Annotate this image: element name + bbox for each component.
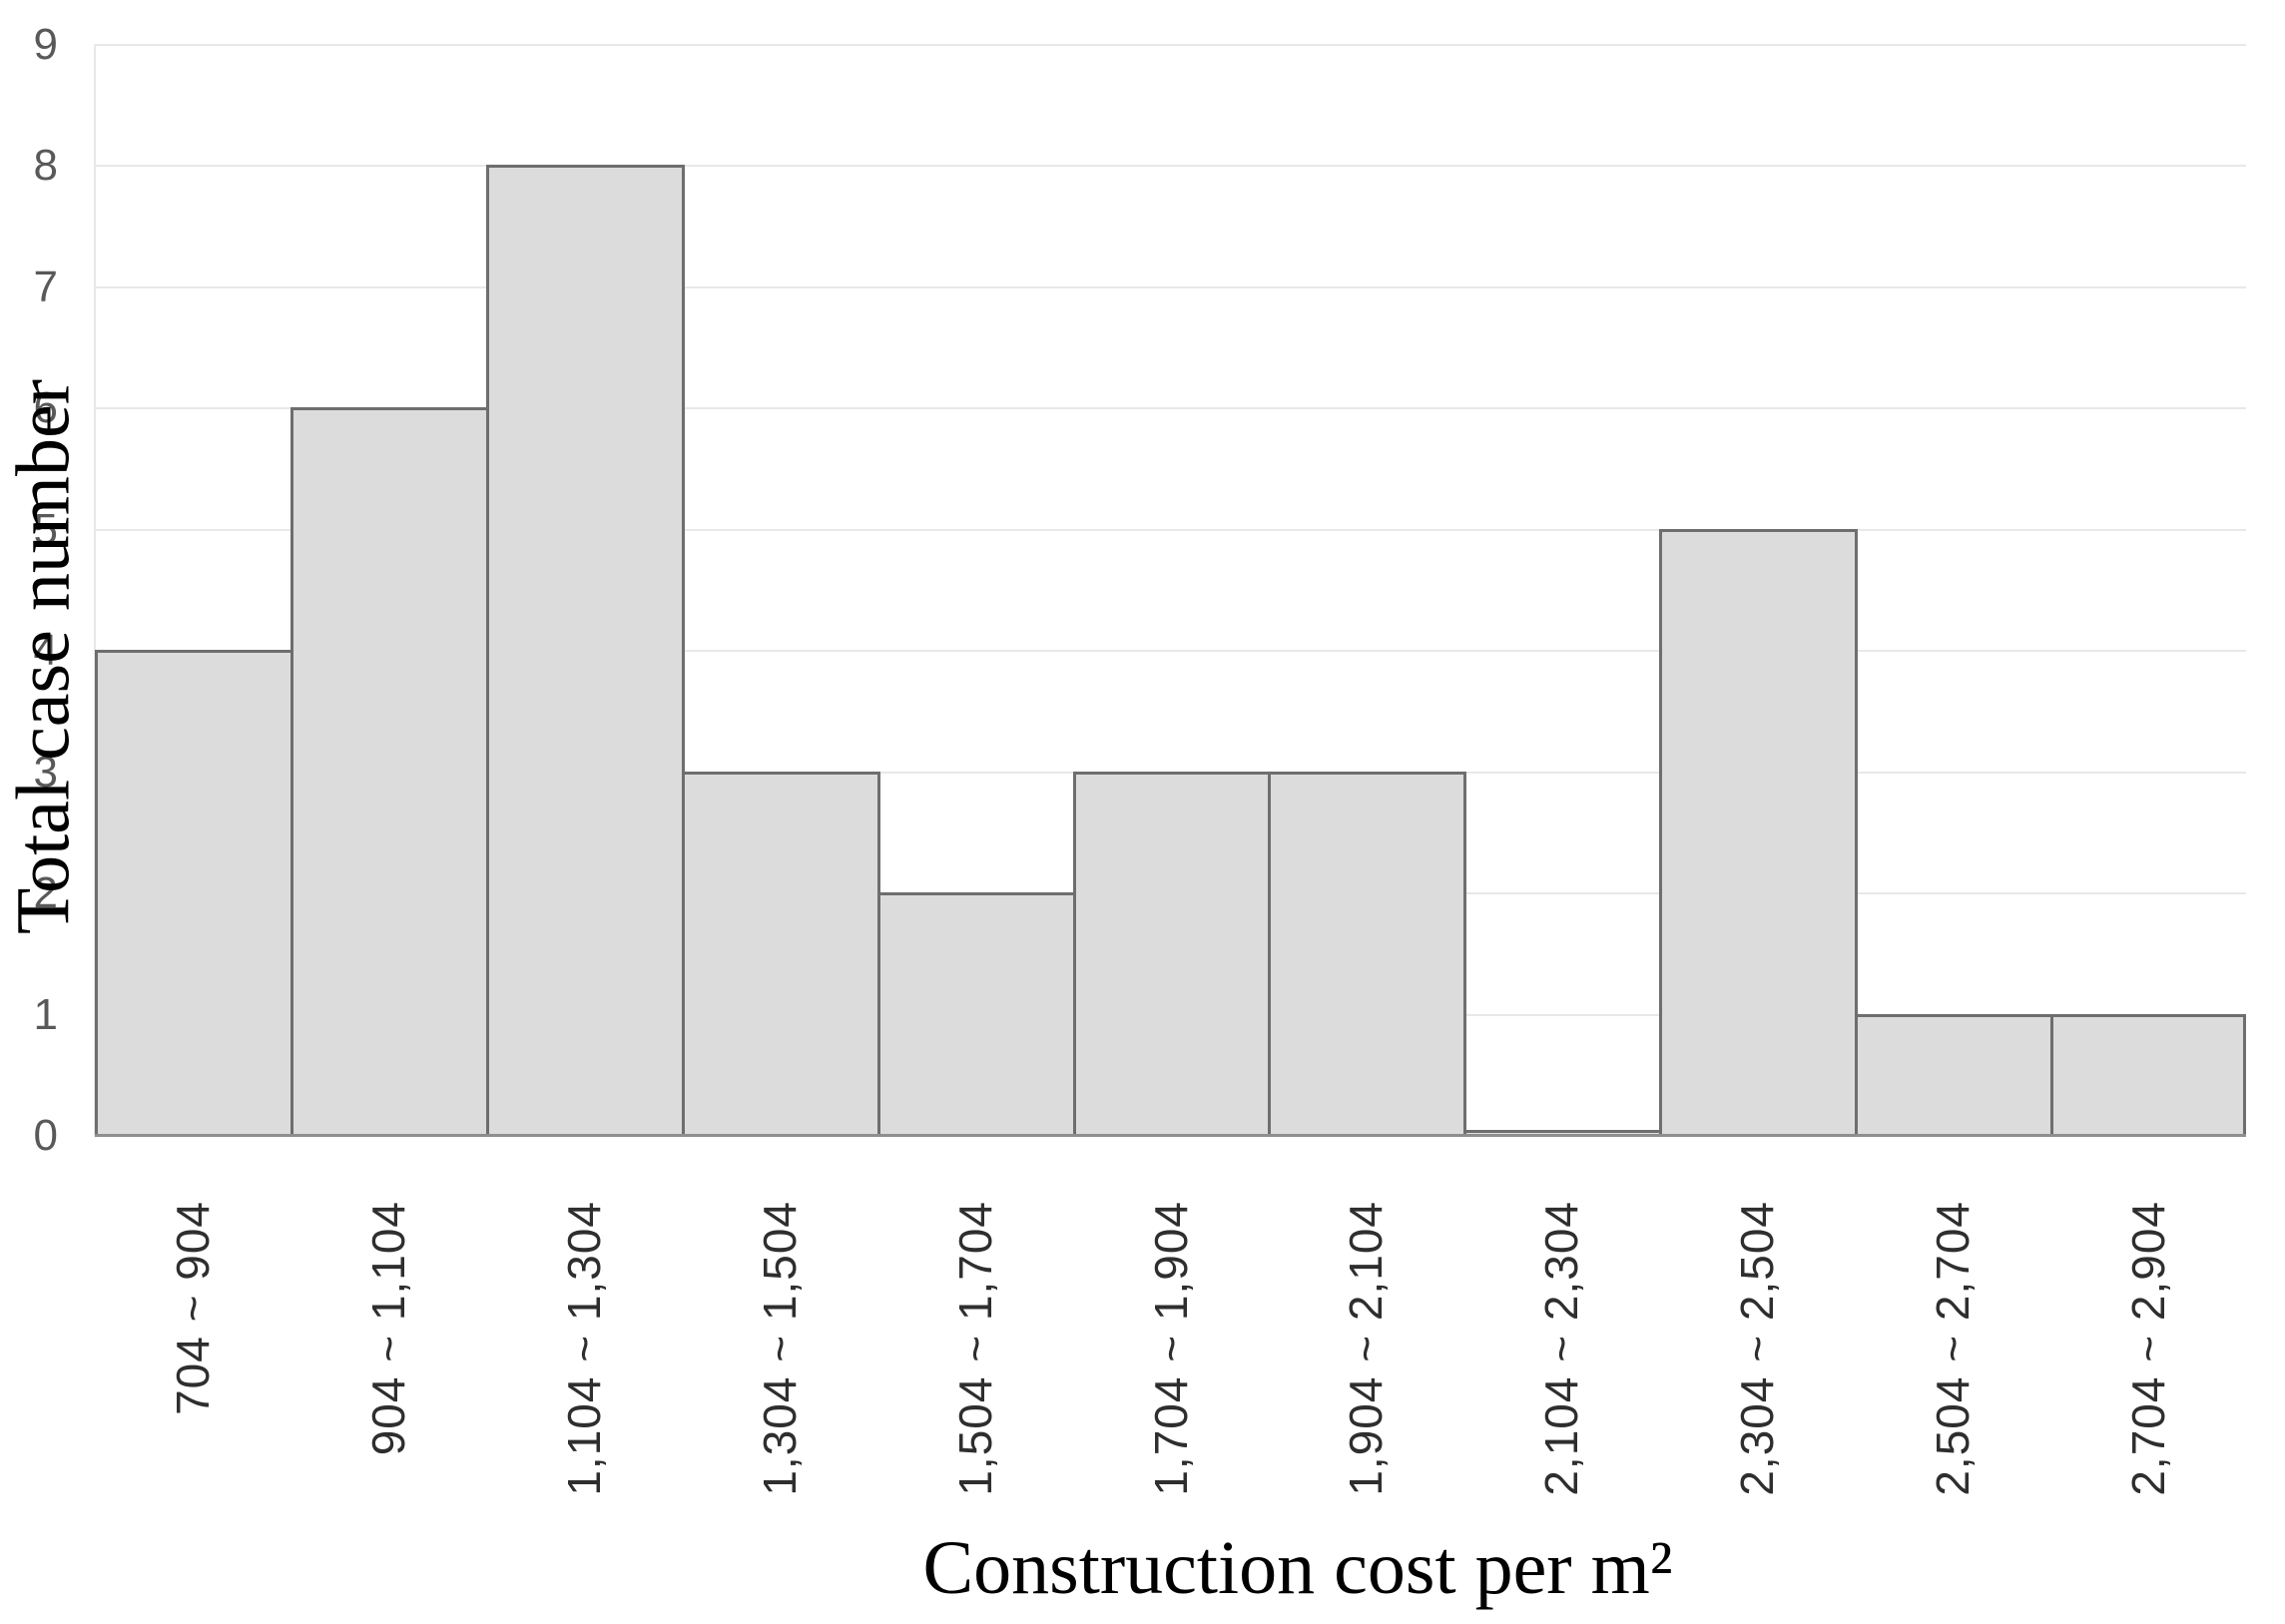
histogram-bar: [95, 650, 293, 1136]
histogram-bar: [681, 771, 880, 1136]
x-axis-tick-label-text: 704 ~ 904: [166, 1201, 219, 1415]
y-axis-tick-label: 5: [33, 504, 58, 554]
x-axis-tick-label-text: 2,504 ~ 2,704: [1927, 1201, 1980, 1496]
histogram-bar: [1072, 771, 1272, 1136]
y-axis-tick-label: 6: [33, 383, 58, 432]
y-axis-tick-label: 7: [33, 262, 58, 311]
histogram-bar: [2050, 1013, 2246, 1136]
gridline: [95, 528, 2246, 531]
histogram-bar: [485, 165, 685, 1136]
x-axis-title: Construction cost per m²: [799, 1525, 1797, 1612]
y-axis-title-text: Total case number: [1, 378, 86, 935]
y-axis-tick-label: 9: [33, 19, 58, 69]
x-axis-line: [95, 1134, 2246, 1137]
y-axis-tick-label: 4: [33, 626, 58, 675]
histogram-bar: [1855, 1013, 2054, 1136]
x-axis-tick-label-text: 1,704 ~ 1,904: [1144, 1201, 1197, 1496]
y-axis-tick-label: 8: [33, 141, 58, 190]
y-axis-tick-label: 3: [33, 747, 58, 797]
x-axis-tick-label-text: 1,304 ~ 1,504: [753, 1201, 806, 1496]
x-axis-tick-label-text: 2,704 ~ 2,904: [2122, 1201, 2175, 1496]
histogram-bar: [289, 407, 489, 1136]
x-axis-tick-label-text: 1,104 ~ 1,304: [557, 1201, 610, 1496]
x-axis-tick-label-text: 1,504 ~ 1,704: [948, 1201, 1001, 1496]
x-axis-tick-label-text: 904 ~ 1,104: [361, 1201, 414, 1456]
x-axis-title-text: Construction cost per m²: [922, 1526, 1673, 1610]
x-axis-tick-label-text: 2,304 ~ 2,504: [1731, 1201, 1784, 1496]
y-axis-tick-label: 2: [33, 868, 58, 917]
y-axis-edge-line: [94, 43, 96, 1137]
histogram-bar: [1268, 771, 1467, 1136]
histogram-bar: [1659, 528, 1859, 1136]
y-axis-tick-label: 0: [33, 1111, 58, 1160]
x-axis-tick-label-text: 1,904 ~ 2,104: [1340, 1201, 1393, 1496]
x-axis-tick-label-text: 2,104 ~ 2,304: [1535, 1201, 1588, 1496]
gridline: [95, 285, 2246, 288]
y-axis-tick-label: 1: [33, 989, 58, 1039]
gridline: [95, 43, 2246, 46]
gridline: [95, 650, 2246, 652]
histogram-bar: [876, 892, 1076, 1136]
gridline: [95, 407, 2246, 409]
gridline: [95, 165, 2246, 167]
